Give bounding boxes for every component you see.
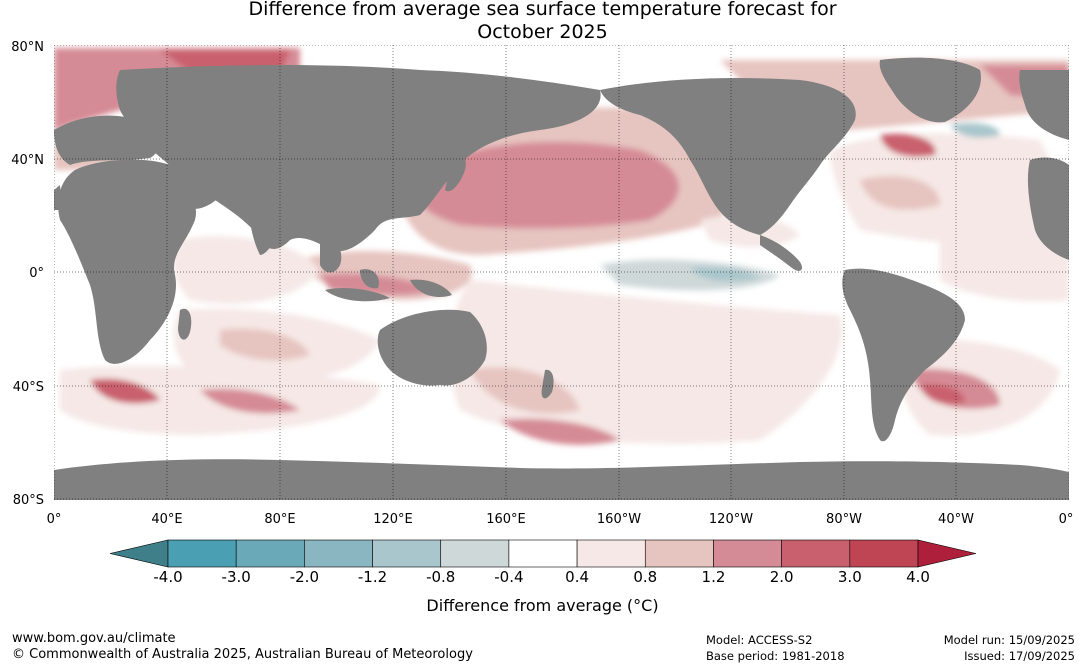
- colorbar-tick-label: -1.2: [357, 568, 388, 586]
- lat-label-80n: 80°N: [11, 40, 44, 55]
- colorbar-segment: [576, 539, 646, 568]
- colorbar-segment: [440, 539, 510, 568]
- lon-label-40w: 40°W: [938, 512, 974, 527]
- lon-label-0-left: 0°: [47, 512, 62, 527]
- colorbar-extend-high: [917, 539, 977, 568]
- colorbar-extend-low: [109, 539, 169, 568]
- colorbar-segment: [235, 539, 305, 568]
- lat-label-0: 0°: [29, 266, 44, 281]
- colorbar-tick-label: -2.0: [289, 568, 319, 586]
- footer-url: www.bom.gov.au/climate: [12, 631, 176, 646]
- colorbar-segment: [644, 539, 714, 568]
- lon-label-0-right: 0°: [1059, 512, 1074, 527]
- colorbar-segment: [372, 539, 442, 568]
- lon-label-120w: 120°W: [709, 512, 753, 527]
- colorbar-segment: [849, 539, 919, 568]
- lat-label-40n: 40°N: [11, 153, 44, 168]
- lon-label-80e: 80°E: [264, 512, 295, 527]
- footer-copyright: © Commonwealth of Australia 2025, Austra…: [12, 647, 473, 662]
- footer-issued: Issued: 17/09/2025: [964, 649, 1075, 663]
- colorbar-segment: [781, 539, 851, 568]
- map-title-line1: Difference from average sea surface temp…: [248, 0, 837, 20]
- lon-label-120e: 120°E: [373, 512, 413, 527]
- footer-model-run: Model run: 15/09/2025: [943, 633, 1075, 647]
- colorbar-segment: [713, 539, 782, 568]
- colorbar-tick-label: 4.0: [906, 568, 930, 586]
- colorbar-axis-label: Difference from average (°C): [426, 596, 659, 615]
- lon-label-160w: 160°W: [597, 512, 641, 527]
- colorbar-tick-label: -0.8: [426, 568, 456, 586]
- lon-label-160e: 160°E: [486, 512, 526, 527]
- lon-label-40e: 40°E: [151, 512, 182, 527]
- colorbar-segment: [167, 539, 237, 568]
- colorbar-tick-label: 1.2: [701, 568, 726, 586]
- colorbar-tick-label: -4.0: [153, 568, 183, 586]
- lat-label-40s: 40°S: [13, 380, 44, 395]
- footer-model: Model: ACCESS-S2: [706, 633, 813, 647]
- colorbar-segment: [304, 539, 373, 568]
- map-title-line2: October 2025: [477, 21, 608, 43]
- footer-base-period: Base period: 1981-2018: [706, 649, 845, 663]
- sst-anomaly-map: 80°N 40°N 0° 40°S 80°S 0° 40°E 80°E 120°…: [11, 40, 1074, 527]
- colorbar-tick-label: 2.0: [769, 568, 794, 586]
- graticule: [54, 45, 1069, 500]
- lon-label-80w: 80°W: [826, 512, 862, 527]
- colorbar-tick-label: 0.8: [633, 568, 658, 586]
- colorbar: [109, 539, 977, 568]
- colorbar-tick-label: -0.4: [494, 568, 524, 586]
- colorbar-tick-label: -3.0: [221, 568, 251, 586]
- land: [54, 57, 1069, 500]
- colorbar-tick-label: 3.0: [837, 568, 862, 586]
- lat-label-80s: 80°S: [13, 493, 44, 508]
- colorbar-tick-label: 0.4: [565, 568, 590, 586]
- colorbar-segment: [508, 539, 578, 568]
